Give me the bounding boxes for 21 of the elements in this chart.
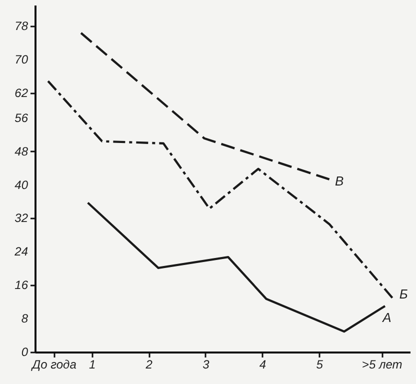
y-tick-label: 40 [14,178,28,192]
y-tick-label: 48 [14,144,28,158]
x-tick-label: 4 [259,358,266,372]
x-tick-label: 3 [202,358,210,372]
y-tick-label: 24 [14,244,28,259]
x-tick-label: 5 [316,358,324,372]
y-tick-label: 56 [14,110,28,125]
y-tick-label: 70 [14,52,28,66]
x-tick-label: 2 [144,358,153,372]
y-tick-label: 0 [21,345,28,359]
y-tick-label: 78 [14,18,28,33]
series-label: Б [399,286,408,302]
series-label: В [334,173,344,188]
y-tick-label: 32 [14,211,28,226]
x-tick-label: 1 [88,358,96,372]
y-tick-label: 62 [14,86,28,100]
x-tick-label: >5 лет [362,358,402,372]
series-label: А [382,310,392,326]
y-tick-label: 8 [21,312,28,326]
y-tick-label: 16 [14,278,28,292]
x-tick-label: До года [30,358,77,372]
